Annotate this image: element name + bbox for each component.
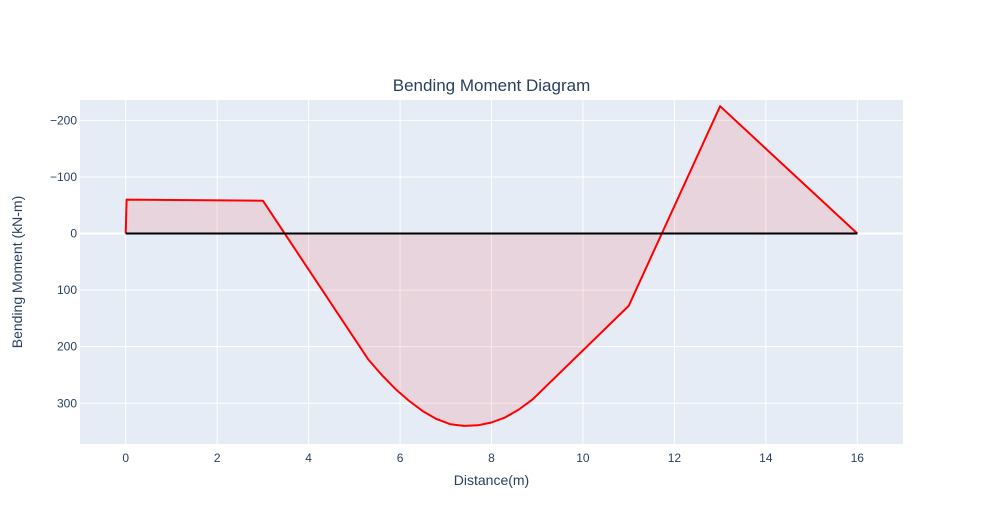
x-tick-label: 0 bbox=[122, 451, 129, 465]
y-axis-title: Bending Moment (kN-m) bbox=[9, 196, 25, 349]
y-tick-label: 100 bbox=[57, 283, 77, 297]
x-axis-title: Distance(m) bbox=[454, 472, 529, 488]
y-tick-label: 300 bbox=[57, 396, 77, 410]
y-axis-ticks: −200 −100 0 100 200 300 bbox=[50, 113, 77, 410]
y-tick-label: −200 bbox=[50, 113, 77, 127]
x-tick-label: 8 bbox=[488, 451, 495, 465]
x-tick-label: 12 bbox=[668, 451, 682, 465]
x-tick-label: 2 bbox=[214, 451, 221, 465]
x-tick-label: 10 bbox=[576, 451, 590, 465]
grid-lines bbox=[80, 100, 903, 444]
x-tick-label: 16 bbox=[851, 451, 865, 465]
y-tick-label: 0 bbox=[70, 227, 77, 241]
moment-fill-area bbox=[125, 106, 858, 426]
chart-title: Bending Moment Diagram bbox=[393, 76, 590, 95]
x-axis-ticks: 0 2 4 6 8 10 12 14 16 bbox=[122, 451, 864, 465]
moment-curve bbox=[124, 105, 858, 427]
x-tick-label: 4 bbox=[305, 451, 312, 465]
y-tick-label: 200 bbox=[57, 340, 77, 354]
y-tick-label: −100 bbox=[50, 170, 77, 184]
x-tick-label: 14 bbox=[759, 451, 773, 465]
x-tick-label: 6 bbox=[397, 451, 404, 465]
series-layer bbox=[124, 105, 858, 427]
